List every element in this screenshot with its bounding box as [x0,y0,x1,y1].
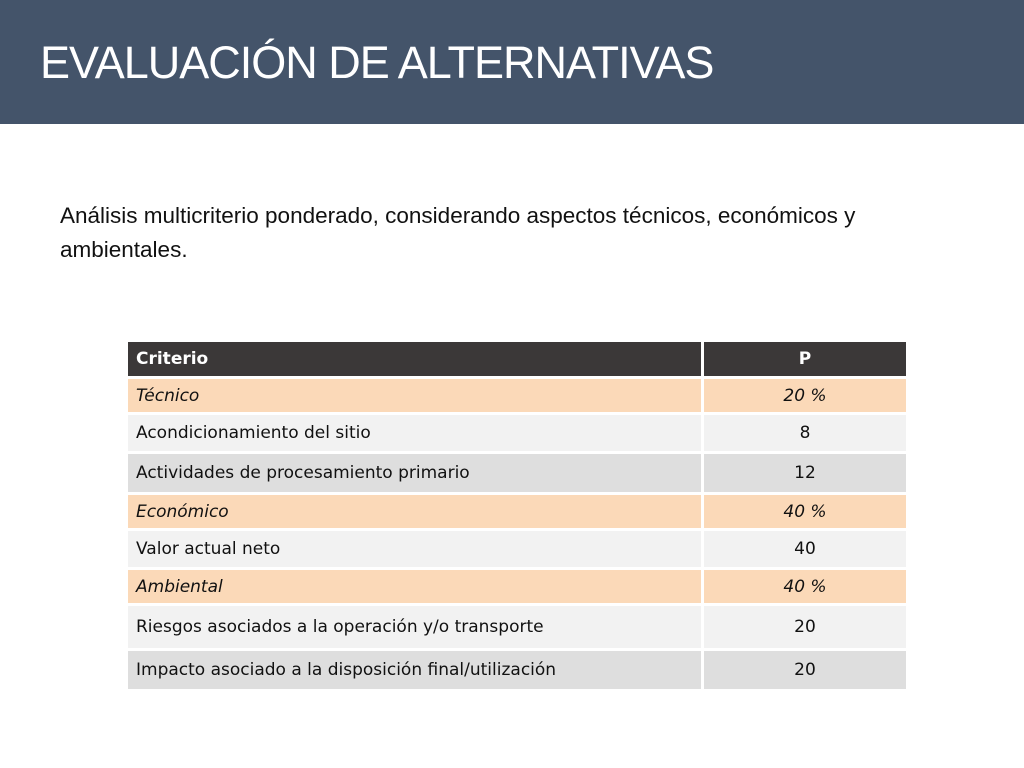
criterio-cell: Impacto asociado a la disposición final/… [128,649,704,692]
criterio-cell: Ambiental [128,568,704,606]
table-row: Impacto asociado a la disposición final/… [128,649,906,692]
table-row: Actividades de procesamiento primario 12 [128,452,906,495]
weight-cell: 40 [702,529,906,570]
criterio-cell: Valor actual neto [128,529,704,570]
weight-cell: 8 [702,413,906,454]
weight-cell: 40 % [702,568,906,606]
header-p: P [702,342,906,379]
category-row-ambiental: Ambiental 40 % [128,568,906,606]
table-row: Valor actual neto 40 [128,529,906,570]
slide-subtitle: Análisis multicriterio ponderado, consid… [60,203,856,262]
criterio-cell: Económico [128,493,704,531]
criterio-cell: Técnico [128,377,704,415]
table-row: Acondicionamiento del sitio 8 [128,413,906,454]
slide-title: EVALUACIÓN DE ALTERNATIVAS [40,37,714,88]
header-criterio: Criterio [128,342,704,379]
weight-cell: 12 [702,452,906,495]
criterio-cell: Acondicionamiento del sitio [128,413,704,454]
criterio-cell: Actividades de procesamiento primario [128,452,704,495]
weight-cell: 20 % [702,377,906,415]
table-header-row: Criterio P [128,342,906,379]
category-row-economico: Económico 40 % [128,493,906,531]
category-row-tecnico: Técnico 20 % [128,377,906,415]
table-row: Riesgos asociados a la operación y/o tra… [128,604,906,651]
weight-cell: 40 % [702,493,906,531]
criteria-table: Criterio P Técnico 20 % Acondicionamient… [128,342,906,692]
weight-cell: 20 [702,649,906,692]
title-bar: EVALUACIÓN DE ALTERNATIVAS [0,0,1024,124]
weight-cell: 20 [702,604,906,651]
criterio-cell: Riesgos asociados a la operación y/o tra… [128,604,704,651]
